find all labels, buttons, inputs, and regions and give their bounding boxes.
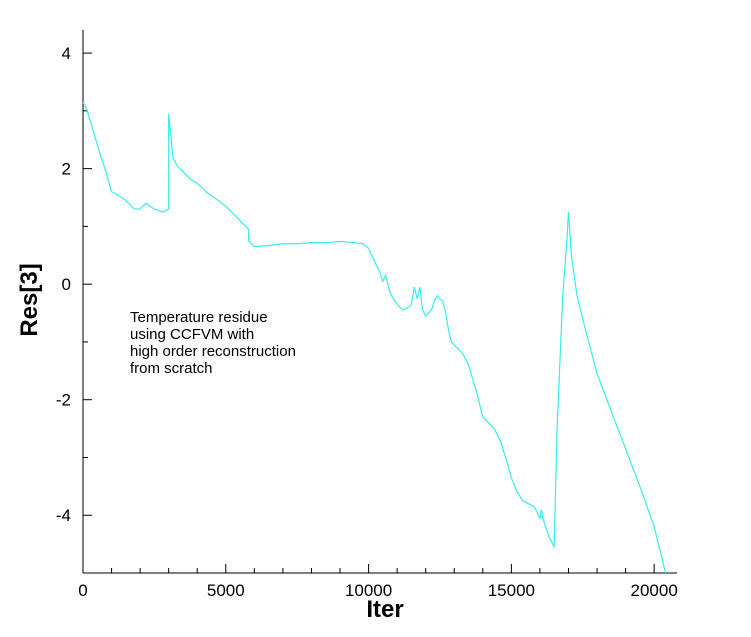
x-tick-label: 20000 bbox=[631, 581, 678, 600]
annotation-line: Temperature residue bbox=[130, 309, 268, 326]
x-tick-label: 0 bbox=[78, 581, 87, 600]
y-tick-label: 0 bbox=[62, 275, 71, 294]
axis-ticks bbox=[82, 52, 655, 574]
tick-labels: -4 -2 0 2 4 0 5000 10000 15000 20000 bbox=[56, 44, 678, 600]
y-tick-label: -2 bbox=[56, 391, 71, 410]
annotation-line: from scratch bbox=[130, 360, 213, 377]
x-tick-label: 15000 bbox=[488, 581, 535, 600]
annotation-line: high order reconstruction bbox=[130, 343, 296, 360]
x-tick-label: 10000 bbox=[345, 581, 392, 600]
x-axis-title: Iter bbox=[366, 596, 403, 623]
annotation-line: using CCFVM with bbox=[130, 326, 254, 343]
y-axis-title: Res[3] bbox=[16, 263, 43, 336]
x-tick-label: 5000 bbox=[207, 581, 245, 600]
y-tick-label: -4 bbox=[56, 506, 71, 525]
series-line bbox=[82, 101, 667, 574]
axes bbox=[82, 30, 677, 574]
y-tick-label: 2 bbox=[62, 160, 71, 179]
y-tick-label: 4 bbox=[62, 44, 71, 63]
annotation-text: Temperature residue using CCFVM with high … bbox=[130, 309, 296, 377]
